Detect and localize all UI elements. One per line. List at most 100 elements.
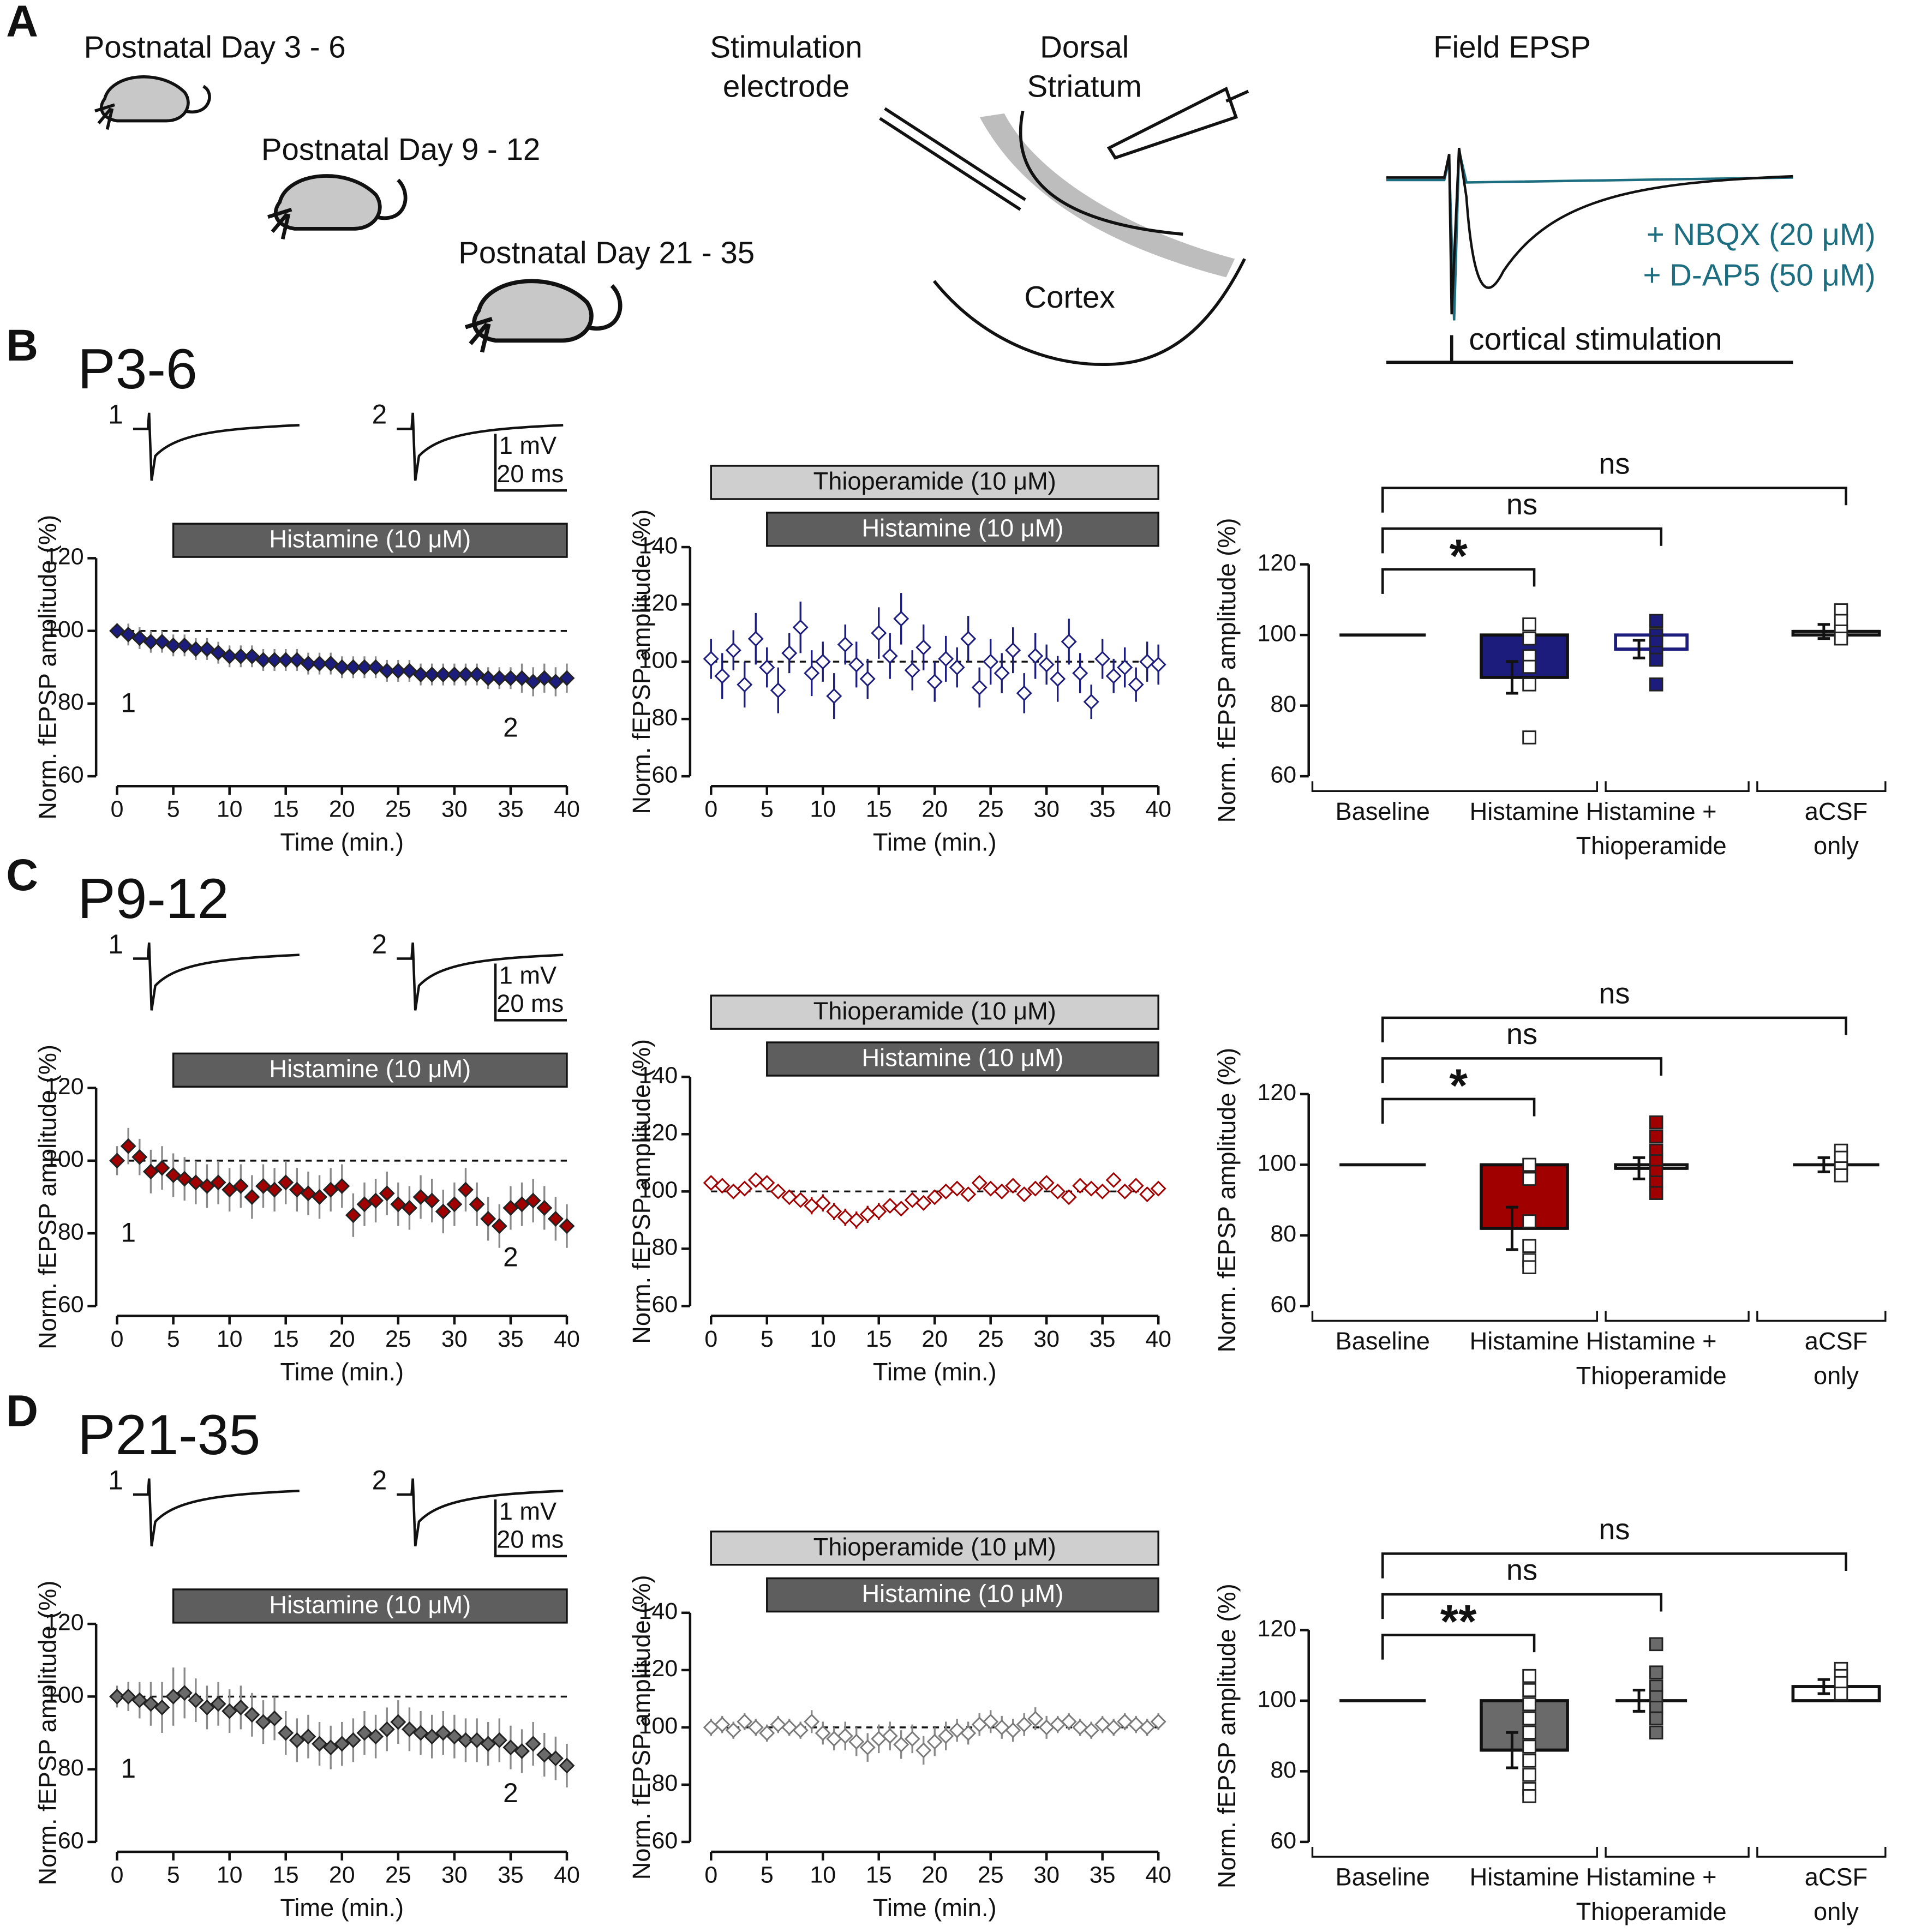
data-point: [424, 667, 440, 683]
x-axis-label: Time (min.): [873, 828, 997, 856]
data-point: [893, 1201, 909, 1217]
x-tick-label: 10: [810, 796, 836, 823]
scale-label: 20 ms: [496, 460, 564, 488]
drug-bar: [766, 1041, 1159, 1077]
drug-label: + D-AP5 (50 μM): [1643, 257, 1875, 292]
y-axis-label: Norm. fEPSP amplitude (%): [627, 509, 655, 814]
data-point: [435, 1203, 451, 1220]
data-point: [759, 659, 775, 676]
data-point: [446, 1196, 463, 1213]
x-axis-label: Time (min.): [280, 1894, 404, 1922]
data-point: [412, 667, 429, 683]
data-point: [1117, 659, 1133, 676]
data-point: [424, 1192, 440, 1209]
x-axis-label: Time (min.): [873, 1894, 997, 1922]
data-point: [1522, 1669, 1536, 1683]
y-tick-label: 120: [1258, 1079, 1297, 1106]
data-point: [379, 1721, 395, 1737]
data-point: [412, 1189, 429, 1205]
y-tick-label: 120: [45, 1073, 84, 1100]
row-title: P3-6: [77, 338, 197, 401]
data-point: [1105, 668, 1122, 684]
data-point: [971, 1717, 988, 1733]
x-tick-label: 15: [273, 1326, 299, 1352]
data-point: [949, 659, 965, 676]
x-tick-label: 10: [810, 1326, 836, 1352]
data-point: [154, 634, 170, 650]
data-point: [502, 670, 519, 686]
y-tick-label: 120: [639, 1120, 678, 1146]
data-point: [559, 670, 575, 686]
category-label: Baseline: [1336, 1327, 1430, 1355]
data-point: [926, 1733, 943, 1750]
data-point: [1150, 1713, 1166, 1730]
category-axis: [1605, 1311, 1750, 1322]
data-point: [1649, 1115, 1663, 1130]
category-label: Histamine + Thioperamide: [1576, 1327, 1727, 1389]
striatum-border: [1019, 110, 1183, 236]
data-point: [1083, 1180, 1099, 1197]
inset-trace: [133, 942, 300, 1011]
error-bar: [1506, 1205, 1518, 1251]
data-point: [904, 1192, 920, 1208]
data-point: [345, 659, 361, 675]
time-point-label: 1: [121, 1753, 136, 1784]
data-point: [131, 1149, 148, 1165]
data-point: [949, 1180, 965, 1197]
data-point: [379, 663, 395, 679]
data-point: [469, 1732, 485, 1748]
data-point: [1522, 1754, 1536, 1768]
data-point: [759, 1725, 775, 1741]
error-bar: [1506, 660, 1518, 695]
x-tick-label: 0: [704, 796, 717, 823]
data-point: [1139, 1186, 1156, 1203]
x-tick-label: 15: [273, 796, 299, 823]
data-point: [1522, 1172, 1536, 1186]
data-point: [356, 1196, 373, 1213]
x-tick-label: 40: [554, 796, 580, 823]
data-point: [737, 676, 753, 693]
data-point: [278, 652, 294, 668]
data-point: [491, 1218, 507, 1234]
data-point: [949, 1722, 965, 1738]
error-bar: [1632, 1156, 1645, 1180]
data-point: [480, 670, 496, 686]
data-point: [1522, 631, 1536, 646]
data-point: [815, 1195, 831, 1211]
y-tick-label: 80: [652, 704, 678, 730]
data-point: [390, 1196, 406, 1213]
data-point: [804, 665, 820, 681]
data-point: [188, 641, 204, 657]
y-axis-label: Norm. fEPSP amplitude (%): [627, 1039, 655, 1344]
data-point: [120, 626, 136, 643]
data-point: [960, 631, 977, 647]
data-point: [770, 1717, 786, 1733]
data-point: [747, 1719, 764, 1736]
data-point: [244, 1707, 260, 1723]
significance-bracket: [1381, 1097, 1536, 1124]
x-axis-label: Time (min.): [873, 1358, 997, 1386]
x-tick-label: 0: [111, 796, 124, 823]
inset-trace: [133, 412, 300, 481]
data-point: [547, 674, 564, 690]
data-point: [1834, 1168, 1848, 1183]
x-tick-label: 0: [111, 1326, 124, 1352]
data-point: [1522, 1768, 1536, 1782]
panel-letter: C: [6, 850, 38, 900]
age-label: Postnatal Day 3 - 6: [84, 29, 346, 64]
category-axis: [1311, 781, 1598, 792]
data-point: [1005, 642, 1021, 658]
electrode: [879, 107, 1026, 211]
y-tick-label: 60: [58, 1827, 84, 1853]
data-point: [559, 1757, 575, 1774]
y-tick-label: 100: [639, 1713, 678, 1739]
x-tick-label: 15: [273, 1862, 299, 1888]
x-tick-label: 25: [978, 1326, 1004, 1352]
data-point: [458, 1732, 474, 1748]
data-point: [244, 1189, 260, 1205]
error-bar: [1817, 1678, 1830, 1695]
data-point: [1061, 1713, 1077, 1730]
data-point: [747, 631, 764, 647]
category-axis: [1311, 1846, 1598, 1858]
